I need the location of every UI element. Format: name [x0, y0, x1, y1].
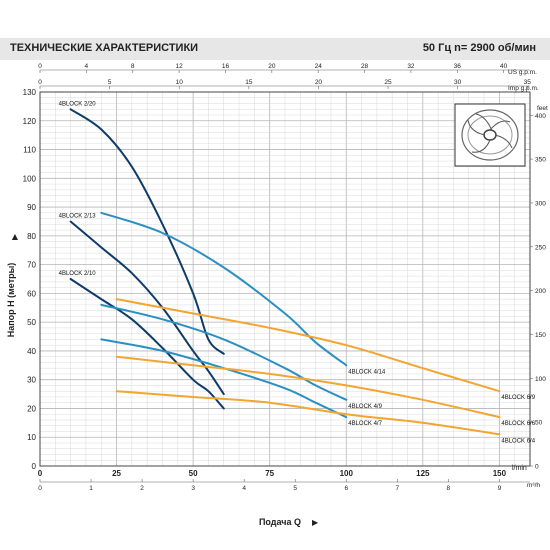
feet-tick-label: 50	[535, 420, 543, 427]
y-axis-label: Напор H (метры)	[6, 263, 16, 338]
y-tick-label: 80	[27, 232, 36, 241]
y-axis-arrow-icon: ▶	[10, 233, 19, 240]
imp-gpm-tick-label: 35	[524, 79, 532, 86]
feet-tick-label: 150	[535, 332, 546, 339]
series-label-4block-6-6: 4BLOCK 6/6	[501, 421, 535, 427]
series-label-4block-6-4: 4BLOCK 6/4	[501, 438, 535, 444]
chart-title: ТЕХНИЧЕСКИЕ ХАРАКТЕРИСТИКИ	[10, 42, 199, 54]
imp-gpm-tick-label: 5	[108, 79, 112, 86]
series-line-4block-4-7	[100, 338, 348, 419]
series-label-4block-4-9: 4BLOCK 4/9	[348, 404, 382, 410]
us-gpm-tick-label: 0	[38, 63, 42, 70]
series-line-4block-4-14	[100, 211, 348, 367]
us-gpm-tick-label: 8	[131, 63, 135, 70]
y-tick-label: 20	[27, 404, 36, 413]
m3h-tick-label: 1	[89, 485, 93, 492]
plot-frame	[39, 91, 531, 467]
feet-tick-label: 300	[535, 200, 546, 207]
us-gpm-tick-label: 4	[85, 63, 89, 70]
us-gpm-tick-label: 12	[175, 63, 183, 70]
y-tick-label: 130	[23, 88, 37, 97]
m3h-tick-label: 6	[344, 485, 348, 492]
imp-gpm-tick-label: 0	[38, 79, 42, 86]
y-tick-label: 120	[23, 117, 37, 126]
y-tick-label: 90	[27, 203, 36, 212]
m3h-label: m³/h	[527, 482, 540, 489]
m3h-tick-label: 3	[191, 485, 195, 492]
x-unit-label: l/min	[512, 465, 527, 472]
series-labels: 4BLOCK 2/20 4BLOCK 2/13 4BLOCK 2/10 4BLOCK …	[59, 101, 536, 444]
series-line-4block-6-4	[115, 390, 501, 436]
axes: 0 25 50 75 100 125 150010203040506070809010011…	[10, 63, 546, 527]
imp-gpm-tick-label: 20	[315, 79, 323, 86]
us-gpm-tick-label: 16	[222, 63, 230, 70]
y-tick-label: 100	[23, 174, 37, 183]
y-tick-label: 70	[27, 261, 36, 270]
y-tick-label: 60	[27, 289, 36, 298]
us-gpm-tick-label: 32	[407, 63, 415, 70]
series-line-4block-4-9	[100, 303, 348, 401]
y-tick-label: 30	[27, 376, 36, 385]
imp-gpm-tick-label: 25	[384, 79, 392, 86]
x-tick-label: 150	[493, 469, 507, 478]
x-tick-label: 75	[265, 469, 274, 478]
feet-tick-label: 200	[535, 288, 546, 295]
series-layer	[69, 108, 501, 436]
series-line-4block-2-10	[69, 278, 225, 410]
series-line-4block-6-6	[115, 355, 501, 419]
y-tick-label: 0	[32, 462, 37, 471]
imp-gpm-tick-label: 10	[176, 79, 184, 86]
series-line-4block-2-20	[69, 108, 225, 355]
x-tick-label: 50	[189, 469, 198, 478]
us-gpm-tick-label: 36	[454, 63, 462, 70]
us-gpm-tick-label: 40	[500, 63, 508, 70]
series-label-4block-2-10: 4BLOCK 2/10	[59, 271, 97, 277]
frequency-speed-label: 50 Гц n= 2900 об/мин	[422, 42, 536, 54]
y-tick-label: 10	[27, 433, 36, 442]
us-gpm-tick-label: 28	[361, 63, 369, 70]
feet-label: feet	[537, 105, 548, 112]
x-axis-label: Подача Q	[259, 517, 301, 527]
m3h-tick-label: 2	[140, 485, 144, 492]
series-label-4block-2-13: 4BLOCK 2/13	[59, 213, 97, 219]
imp-gpm-label: Imp g.p.m.	[508, 85, 539, 92]
feet-tick-label: 100	[535, 376, 546, 383]
imp-gpm-tick-label: 30	[454, 79, 462, 86]
series-label-4block-6-9: 4BLOCK 6/9	[501, 395, 535, 401]
impeller-icon	[454, 103, 526, 167]
m3h-tick-label: 9	[498, 485, 502, 492]
feet-tick-label: 400	[535, 113, 546, 120]
imp-gpm-tick-label: 15	[245, 79, 253, 86]
y-tick-label: 110	[23, 146, 36, 155]
chart-header: ТЕХНИЧЕСКИЕ ХАРАКТЕРИСТИКИ 50 Гц n= 2900…	[0, 38, 550, 60]
feet-tick-label: 350	[535, 157, 546, 164]
m3h-tick-label: 5	[293, 485, 297, 492]
series-label-4block-2-20: 4BLOCK 2/20	[59, 101, 97, 107]
us-gpm-tick-label: 24	[315, 63, 323, 70]
series-label-4block-4-7: 4BLOCK 4/7	[348, 421, 382, 427]
feet-tick-label: 0	[535, 464, 539, 471]
feet-tick-label: 250	[535, 244, 546, 251]
m3h-tick-label: 4	[242, 485, 246, 492]
y-tick-label: 50	[27, 318, 36, 327]
m3h-tick-label: 7	[395, 485, 399, 492]
x-axis-arrow-icon: ▶	[312, 518, 319, 527]
us-gpm-label: US g.p.m.	[508, 69, 537, 76]
x-tick-label: 0	[38, 469, 43, 478]
x-tick-label: 100	[340, 469, 354, 478]
y-tick-label: 40	[27, 347, 36, 356]
m3h-tick-label: 0	[38, 485, 42, 492]
series-line-4block-6-9	[115, 298, 501, 393]
x-tick-label: 125	[416, 469, 430, 478]
m3h-tick-label: 8	[447, 485, 451, 492]
x-tick-label: 25	[112, 469, 121, 478]
series-label-4block-4-14: 4BLOCK 4/14	[348, 369, 386, 375]
us-gpm-tick-label: 20	[268, 63, 276, 70]
